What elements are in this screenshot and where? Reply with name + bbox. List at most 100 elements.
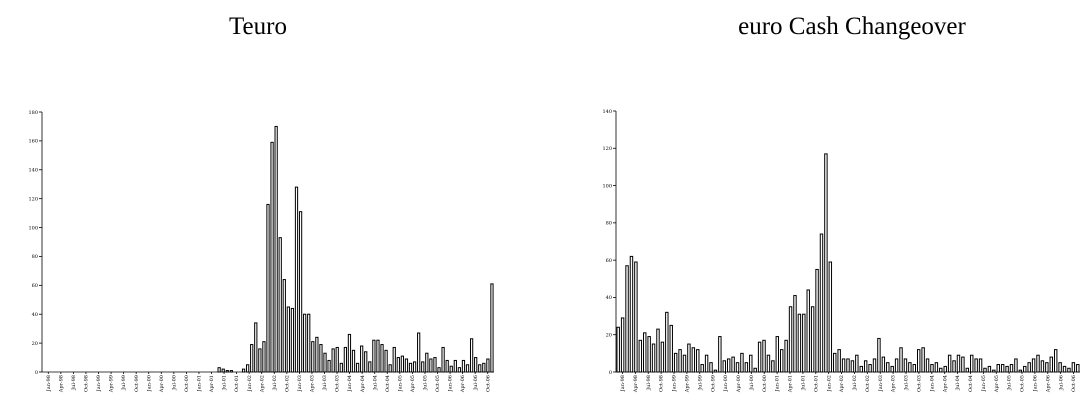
x-tick-label: Apr-00 [736, 375, 742, 393]
bar [1049, 356, 1053, 373]
bar [246, 364, 250, 373]
bar [682, 354, 687, 373]
bar [886, 362, 890, 373]
bar [241, 368, 246, 373]
bar [788, 306, 793, 373]
x-tick-label: Oct-04 [385, 375, 391, 392]
bar [665, 311, 669, 373]
chart-title-changeover: euro Cash Changeover [738, 13, 966, 40]
x-tick-label: Apr-98 [633, 375, 639, 393]
bar [815, 268, 819, 373]
bar [806, 289, 810, 373]
bar [425, 352, 429, 373]
bar [429, 358, 433, 373]
bar [647, 336, 651, 373]
bar [718, 336, 722, 373]
bar [1067, 367, 1071, 373]
x-tick-label: Oct-02 [865, 375, 871, 392]
x-tick-label: Jan-02 [247, 375, 253, 392]
bar [441, 346, 445, 373]
bar [638, 339, 643, 373]
bar [457, 367, 462, 373]
x-tick-label: Oct-98 [84, 375, 90, 392]
bar [368, 361, 372, 373]
bar [294, 186, 299, 373]
x-tick-label: Jul-04 [955, 375, 961, 391]
x-tick-label: Apr-06 [460, 375, 466, 393]
x-tick-label: Apr-99 [684, 375, 690, 393]
bar [930, 364, 934, 373]
bar [1014, 358, 1018, 373]
x-tick-label: Jan-05 [981, 375, 987, 392]
x-tick-label: Jan-06 [1032, 375, 1038, 392]
bar [784, 339, 788, 373]
bar [421, 361, 425, 373]
bar [947, 354, 952, 373]
bar [478, 364, 482, 373]
x-tick-label: Jul-05 [1007, 375, 1013, 391]
bar [1076, 364, 1080, 373]
bar [262, 341, 266, 373]
bar [841, 358, 846, 373]
bar [709, 362, 713, 373]
x-tick-label: Jul-03 [904, 375, 910, 391]
bar [735, 362, 740, 373]
bar [1058, 362, 1062, 373]
bar [486, 358, 490, 373]
x-tick-label: Apr-02 [259, 375, 265, 393]
x-tick-label: Apr-00 [159, 375, 165, 393]
bar [775, 336, 780, 373]
bar [433, 357, 437, 373]
y-tick-label: 160 [28, 139, 38, 145]
bar [868, 364, 872, 373]
bar [828, 261, 833, 373]
bar [221, 368, 225, 373]
x-tick-label: Apr-05 [410, 375, 416, 393]
bar [1009, 364, 1014, 373]
bar [934, 362, 939, 373]
x-tick-label: Jan-04 [347, 375, 353, 392]
x-tick-label: Oct-03 [335, 375, 341, 392]
bar [1023, 365, 1027, 373]
bar [417, 332, 421, 373]
x-tick-label: Jul-98 [646, 375, 652, 391]
bar [952, 360, 956, 373]
y-tick-label: 0 [35, 370, 38, 376]
bar [987, 365, 992, 373]
bar [855, 354, 859, 373]
bar [311, 341, 315, 373]
x-tick-label: Jan-06 [448, 375, 454, 392]
bar [1027, 362, 1031, 373]
bar [343, 346, 347, 373]
bar [771, 360, 775, 373]
bar [916, 349, 921, 373]
bar [903, 358, 908, 373]
x-tick-label: Oct-05 [435, 375, 441, 392]
bar [469, 338, 474, 373]
x-tick-label: Jan-03 [297, 375, 303, 392]
bar [1045, 362, 1049, 373]
bar [974, 358, 978, 373]
x-tick-label: Jan-03 [878, 375, 884, 392]
bar [286, 306, 290, 373]
bar [270, 141, 274, 373]
bar [1053, 349, 1058, 373]
bar [925, 358, 930, 373]
x-tick-label: Jul-06 [473, 375, 479, 391]
bar [616, 326, 620, 373]
x-tick-label: Oct-99 [134, 375, 140, 392]
bar [625, 265, 629, 373]
bar [810, 306, 815, 373]
bar [620, 317, 625, 373]
bar [1071, 362, 1076, 373]
x-tick-label: Oct-99 [710, 375, 716, 392]
bar [939, 367, 943, 373]
x-tick-label: Jan-04 [929, 375, 935, 392]
bar [819, 233, 824, 373]
bar [461, 359, 466, 373]
y-tick-label: 20 [606, 333, 612, 339]
bar [970, 354, 974, 373]
bar [634, 261, 638, 373]
x-tick-label: Oct-05 [1020, 375, 1026, 392]
bar [482, 362, 486, 373]
